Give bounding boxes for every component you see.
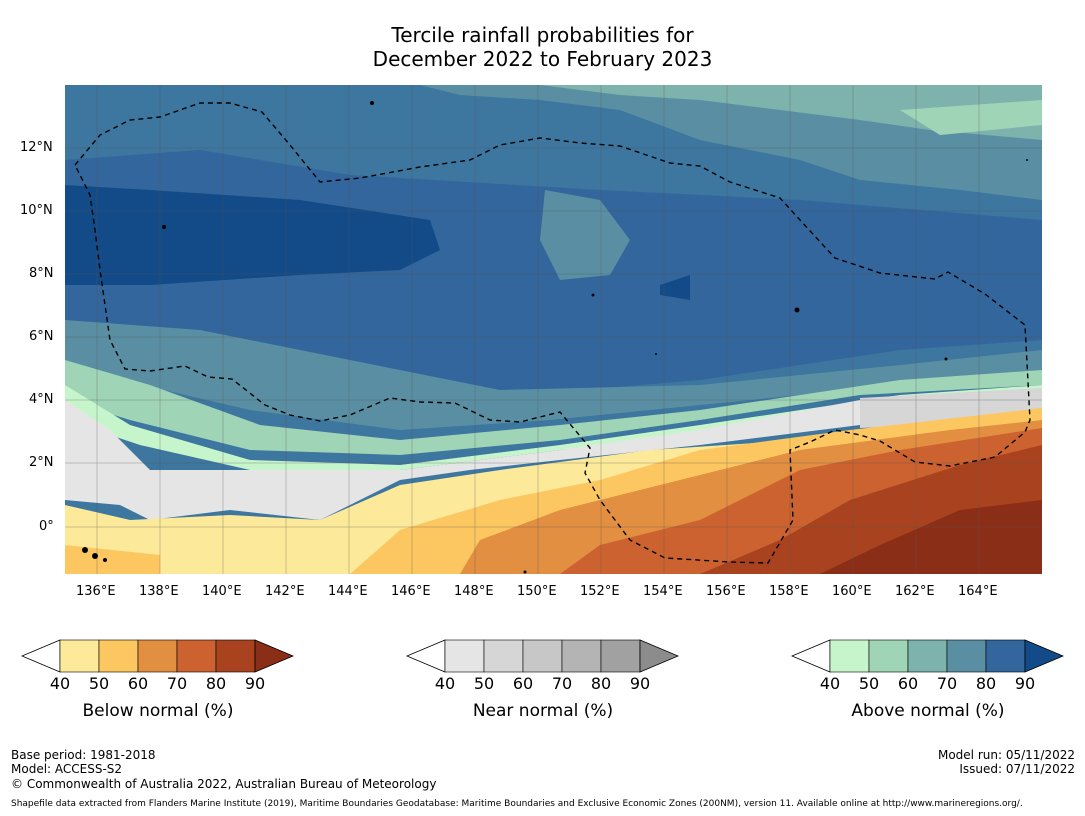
lon-tick: 154°E <box>643 584 683 599</box>
issued-date: Issued: 07/11/2022 <box>959 762 1075 776</box>
colorbar-tick-label: 40 <box>435 674 455 693</box>
colorbar-segment <box>907 639 948 673</box>
lon-tick: 144°E <box>328 584 368 599</box>
colorbar-tick-label: 50 <box>89 674 109 693</box>
colorbar-tick-label: 70 <box>167 674 187 693</box>
colorbar-tick-label: 70 <box>937 674 957 693</box>
lat-tick: 12°N <box>20 140 53 155</box>
colorbar-extension-high <box>1024 639 1065 673</box>
title-line-2: December 2022 to February 2023 <box>372 47 713 71</box>
colorbar-extension-low <box>790 639 831 673</box>
lon-tick: 156°E <box>706 584 746 599</box>
probability-field <box>65 85 1042 574</box>
eez-boundary <box>74 102 1031 564</box>
colorbar-above-normal: 40 50 60 70 80 90 <box>790 639 1065 693</box>
colorbar-extension-high <box>639 639 680 673</box>
lon-tick: 148°E <box>454 584 494 599</box>
colorbar-segment <box>561 639 602 673</box>
rainfall-probability-map <box>65 85 1042 574</box>
lon-tick: 162°E <box>895 584 935 599</box>
lon-tick: 160°E <box>832 584 872 599</box>
model-name: Model: ACCESS-S2 <box>11 762 123 776</box>
colorbar-segment <box>98 639 139 673</box>
colorbar-segment <box>946 639 987 673</box>
lat-tick: 0° <box>39 519 54 534</box>
lon-tick: 140°E <box>202 584 242 599</box>
above-normal-label: Above normal (%) <box>851 701 1005 721</box>
colorbar-segment <box>483 639 524 673</box>
lon-tick: 164°E <box>958 584 998 599</box>
lat-tick: 4°N <box>29 392 54 407</box>
colorbar-tick-label: 40 <box>50 674 70 693</box>
colorbar-segment <box>215 639 256 673</box>
base-period: Base period: 1981-2018 <box>11 748 156 762</box>
colorbars: 40 50 60 70 80 90 40 50 60 70 80 90 40 50 60 70 80 90 <box>20 639 1065 693</box>
colorbar-segment <box>444 639 485 673</box>
lat-tick: 2°N <box>29 455 54 470</box>
below-normal-label: Below normal (%) <box>82 701 234 721</box>
colorbar-extension-low <box>405 639 446 673</box>
colorbar-near-normal: 40 50 60 70 80 90 <box>405 639 680 693</box>
colorbar-tick-label: 60 <box>513 674 533 693</box>
lat-tick: 8°N <box>29 266 54 281</box>
lon-tick: 146°E <box>391 584 431 599</box>
colorbar-tick-label: 80 <box>591 674 611 693</box>
colorbar-segment <box>600 639 641 673</box>
near-normal-label: Near normal (%) <box>472 701 614 721</box>
title-line-1: Tercile rainfall probabilities for <box>391 23 694 47</box>
colorbar-tick-label: 60 <box>898 674 918 693</box>
colorbar-segment <box>137 639 178 673</box>
island-markers <box>82 101 1028 574</box>
colorbar-below-normal: 40 50 60 70 80 90 <box>20 639 295 693</box>
copyright: © Commonwealth of Australia 2022, Austra… <box>11 777 437 791</box>
lon-tick: 158°E <box>769 584 809 599</box>
colorbar-segment <box>522 639 563 673</box>
lon-tick: 138°E <box>139 584 179 599</box>
model-run: Model run: 05/11/2022 <box>937 748 1075 762</box>
lat-tick: 6°N <box>29 329 54 344</box>
colorbar-tick-label: 80 <box>206 674 226 693</box>
colorbar-tick-label: 90 <box>245 674 265 693</box>
graticule <box>65 85 1042 574</box>
colorbar-tick-label: 70 <box>552 674 572 693</box>
colorbar-tick-label: 90 <box>630 674 650 693</box>
colorbar-segment <box>985 639 1026 673</box>
colorbar-extension-low <box>20 639 61 673</box>
lon-tick: 152°E <box>580 584 620 599</box>
lon-tick: 150°E <box>517 584 557 599</box>
colorbar-tick-label: 50 <box>859 674 879 693</box>
lat-tick: 10°N <box>20 203 53 218</box>
colorbar-tick-label: 60 <box>128 674 148 693</box>
colorbar-segment <box>868 639 909 673</box>
lon-tick: 142°E <box>265 584 305 599</box>
lon-tick: 136°E <box>76 584 116 599</box>
colorbar-tick-label: 50 <box>474 674 494 693</box>
colorbar-segment <box>829 639 870 673</box>
colorbar-segment <box>176 639 217 673</box>
shapefile-credit: Shapefile data extracted from Flanders M… <box>11 799 1023 809</box>
colorbar-tick-label: 40 <box>820 674 840 693</box>
colorbar-segment <box>59 639 100 673</box>
colorbar-extension-high <box>254 639 295 673</box>
colorbar-tick-label: 90 <box>1015 674 1035 693</box>
colorbar-tick-label: 80 <box>976 674 996 693</box>
